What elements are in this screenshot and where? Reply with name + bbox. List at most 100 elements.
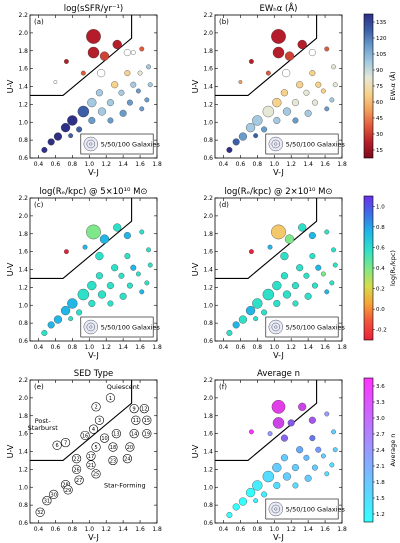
x-tick-label: 1.6: [320, 344, 330, 351]
panel-tag: (a): [34, 18, 44, 26]
y-axis-label: U-V: [6, 262, 15, 276]
panel-title: log(Rₑ/kpc) @ 2×10¹⁰ M⊙: [224, 187, 332, 197]
sed-type-label: 19: [144, 432, 150, 438]
sed-type-marker: [35, 507, 45, 517]
data-point: [272, 97, 282, 108]
colorbar-tick-label: 2.7: [376, 432, 385, 438]
data-point: [282, 69, 291, 78]
sed-type-label: 27: [76, 478, 82, 484]
data-point: [331, 429, 336, 435]
data-point: [308, 416, 316, 424]
x-axis-label: V-J: [273, 533, 284, 542]
data-point: [137, 70, 143, 76]
data-point: [135, 271, 141, 277]
y-tick-label: 2.0: [18, 213, 28, 220]
panel-tag: (e): [34, 383, 44, 391]
data-point: [298, 223, 307, 232]
data-point: [47, 321, 55, 329]
y-axis-label: U-V: [6, 79, 15, 93]
data-point: [324, 289, 330, 295]
panel-c: log(Rₑ/kpc) @ 5×10¹⁰ M⊙ 0.4 0.6 0.8 1.0 1.2 1.…: [6, 187, 162, 360]
data-point: [271, 29, 286, 44]
data-point: [107, 117, 114, 124]
colorbar-tick-label: 1.0: [376, 204, 385, 210]
data-point: [119, 109, 127, 117]
colorbar-tick-label: 75: [376, 84, 383, 90]
data-point: [77, 288, 90, 301]
colorbar-tick-label: 2.1: [376, 464, 385, 470]
data-point: [146, 247, 151, 253]
y-tick-label: 1.4: [203, 267, 213, 274]
data-point: [324, 471, 330, 477]
y-tick-label: 1.0: [203, 484, 213, 491]
data-point: [106, 282, 114, 290]
data-point: [82, 244, 88, 250]
colorbar-tick-label: 135: [376, 20, 387, 26]
data-point: [253, 133, 259, 139]
data-point: [97, 69, 106, 78]
y-tick-label: 1.4: [18, 449, 28, 456]
region-label-post-starburst: Post-: [35, 417, 52, 425]
data-point: [303, 454, 310, 461]
data-point: [309, 70, 316, 77]
data-point: [267, 431, 273, 437]
data-point: [86, 29, 101, 44]
sed-type-label: 25: [93, 472, 99, 478]
sed-type-label: 26: [73, 467, 79, 473]
sed-type-label: 15: [144, 418, 150, 424]
sed-type-label: 18: [110, 445, 116, 451]
sed-type-marker: [91, 402, 101, 412]
data-point: [282, 107, 292, 116]
data-point: [130, 50, 136, 55]
data-point: [332, 82, 338, 88]
x-tick-label: 1.6: [320, 526, 330, 533]
data-point: [63, 59, 69, 64]
size-legend-label: 5/50/100 Galaxies: [286, 506, 346, 514]
quiescent-boundary: [215, 198, 318, 279]
data-point: [139, 229, 145, 235]
sed-type-marker: [94, 415, 105, 425]
panel-tag: (f): [219, 383, 227, 391]
data-point: [320, 88, 326, 94]
x-axis-label: V-J: [88, 168, 99, 177]
panel-title: log(Rₑ/kpc) @ 5×10¹⁰ M⊙: [39, 187, 147, 197]
data-point: [309, 435, 316, 442]
region-label-star-forming: Star-Forming: [104, 481, 146, 489]
sed-type-marker: [71, 454, 82, 464]
data-point: [309, 253, 316, 260]
data-point: [304, 109, 312, 117]
size-legend-box: [265, 316, 339, 338]
data-point: [126, 282, 133, 289]
data-point: [303, 272, 310, 279]
data-point: [95, 272, 103, 280]
data-point: [253, 498, 259, 504]
x-tick-label: 0.6: [51, 526, 61, 533]
sed-type-label: 21: [88, 463, 94, 469]
data-point: [320, 453, 326, 459]
data-point: [63, 249, 69, 255]
data-point: [248, 249, 254, 255]
sed-type-label: 10: [101, 436, 107, 442]
size-legend-circle-small: [274, 507, 278, 511]
data-point: [329, 97, 335, 103]
y-tick-label: 2.2: [203, 377, 213, 384]
x-tick-label: 0.6: [51, 161, 61, 168]
y-tick-label: 0.6: [203, 155, 213, 162]
x-tick-label: 1.8: [337, 344, 347, 351]
panel-tag: (b): [219, 18, 229, 26]
region-label-quiescent: Quiescent: [107, 383, 140, 391]
panel-title: Average n: [257, 369, 300, 379]
colorbar-tick-label: 1.8: [376, 480, 385, 486]
data-point: [262, 470, 275, 483]
colorbar-tick-label: 60: [376, 100, 383, 106]
sed-type-label: 29: [65, 488, 71, 494]
sed-type-label: 23: [110, 458, 116, 464]
colorbar-tick-label: 120: [376, 36, 387, 42]
y-tick-label: 2.0: [203, 213, 213, 220]
data-point: [261, 309, 268, 316]
data-point: [315, 81, 322, 88]
data-point: [53, 80, 58, 84]
data-point: [87, 97, 97, 108]
colorbar-tick-label: 0.4: [376, 266, 385, 272]
data-point: [272, 280, 282, 291]
